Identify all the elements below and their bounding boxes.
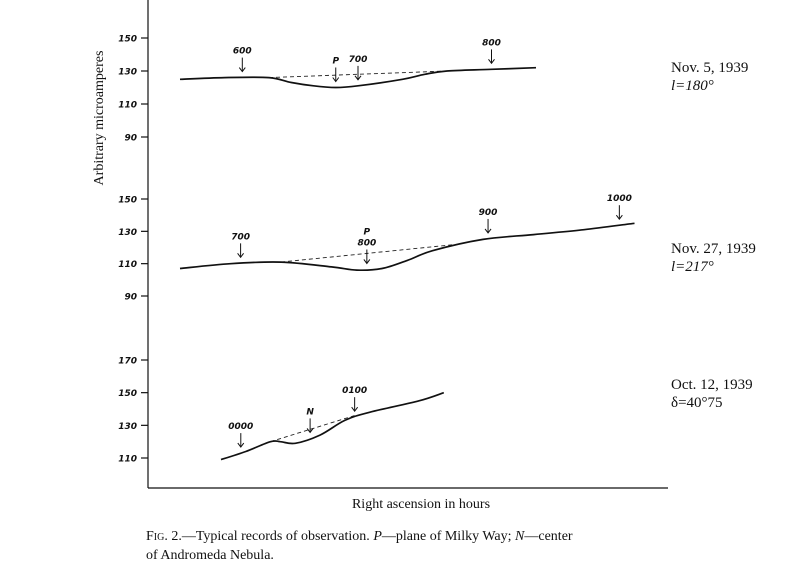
time-mark-label: 900 bbox=[479, 208, 498, 218]
time-mark-label: 700 bbox=[231, 232, 250, 242]
records-chart: Arbitrary microamperes Right ascension i… bbox=[92, 0, 756, 512]
time-mark-label: 600 bbox=[233, 47, 252, 57]
dashed-baseline bbox=[268, 70, 448, 79]
panel-coordinate: l=217° bbox=[671, 259, 714, 275]
y-tick-label: 130 bbox=[118, 422, 137, 432]
time-mark-label: 0000 bbox=[228, 422, 253, 432]
time-arrowhead bbox=[238, 67, 246, 73]
y-tick-label: 110 bbox=[118, 101, 137, 111]
y-tick-label: 150 bbox=[118, 35, 137, 45]
panel-coordinate: l=180° bbox=[671, 78, 714, 94]
time-mark-label: 700 bbox=[349, 55, 368, 65]
time-mark-label: 800 bbox=[482, 38, 501, 48]
panel-1: 150 130 110 90 600 P 700 800 Nov. 5, 1939 l=180° bbox=[118, 35, 748, 144]
x-axis-label: Right ascension in hours bbox=[352, 497, 490, 512]
time-arrowhead bbox=[615, 214, 623, 221]
record-trace bbox=[220, 391, 445, 461]
time-mark-label: N bbox=[306, 407, 314, 417]
caption-fig-number: Fig. 2. bbox=[146, 529, 182, 544]
time-arrowhead bbox=[237, 253, 244, 259]
record-trace bbox=[179, 66, 537, 89]
caption-text-2: —plane of Milky Way; bbox=[381, 529, 516, 544]
time-mark-label: 0100 bbox=[342, 386, 367, 396]
y-tick-label: 150 bbox=[118, 196, 137, 206]
figure-caption: Fig. 2.—Typical records of observation. … bbox=[146, 527, 706, 565]
caption-p-symbol: P bbox=[373, 529, 382, 544]
panel-date: Nov. 5, 1939 bbox=[671, 60, 748, 76]
time-arrowhead bbox=[237, 442, 245, 448]
y-tick-label: 110 bbox=[118, 455, 137, 465]
y-tick-label: 170 bbox=[118, 357, 137, 367]
record-trace bbox=[179, 222, 635, 272]
time-arrowhead bbox=[363, 259, 371, 265]
y-axis-label: Arbitrary microamperes bbox=[92, 51, 107, 186]
caption-text-3: —center bbox=[524, 529, 573, 544]
y-tick-label: 150 bbox=[118, 389, 137, 399]
time-arrowhead bbox=[488, 59, 495, 65]
panel-date: Oct. 12, 1939 bbox=[671, 377, 753, 393]
time-arrowhead bbox=[306, 428, 314, 434]
y-tick-label: 130 bbox=[118, 228, 137, 238]
time-arrowhead bbox=[332, 77, 340, 83]
time-mark-label: P bbox=[332, 57, 339, 67]
time-arrowhead bbox=[484, 228, 492, 234]
y-tick-label: 90 bbox=[124, 293, 137, 303]
panel-coordinate: δ=40°75 bbox=[671, 395, 723, 411]
time-mark-label: P bbox=[364, 227, 371, 237]
y-tick-label: 90 bbox=[124, 134, 137, 144]
panel-date: Nov. 27, 1939 bbox=[671, 241, 756, 257]
time-arrowhead bbox=[354, 75, 362, 81]
time-arrowhead bbox=[351, 406, 359, 413]
dashed-baseline bbox=[280, 243, 458, 263]
caption-n-symbol: N bbox=[515, 529, 525, 544]
time-mark-label: 1000 bbox=[607, 194, 632, 204]
panel-3: 170 150 130 110 0000 N 0100 Oct. 12, 1939 δ=40°7… bbox=[118, 357, 752, 465]
y-tick-label: 130 bbox=[118, 68, 137, 78]
caption-text-4: of Andromeda Nebula. bbox=[146, 548, 274, 563]
caption-text-1: —Typical records of observation. bbox=[181, 529, 374, 544]
time-mark-label: 800 bbox=[357, 238, 376, 248]
y-tick-label: 110 bbox=[118, 260, 137, 270]
